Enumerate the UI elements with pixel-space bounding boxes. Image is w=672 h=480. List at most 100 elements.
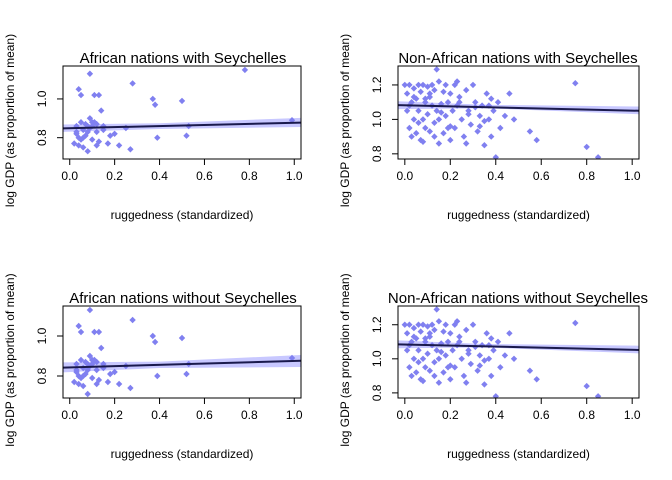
data-point <box>444 364 452 371</box>
data-point <box>456 93 463 101</box>
data-point <box>413 130 420 137</box>
data-point <box>463 86 470 94</box>
data-point <box>100 122 107 130</box>
data-point <box>431 372 438 380</box>
data-point <box>453 78 461 85</box>
data-point <box>526 367 534 374</box>
y-axis-label: log GDP (as proportion of mean) <box>3 273 17 446</box>
data-point <box>93 366 100 374</box>
data-point <box>178 97 186 105</box>
data-point <box>422 124 429 132</box>
data-point <box>467 121 474 128</box>
data-point <box>572 80 579 87</box>
data-point <box>442 81 449 89</box>
data-point <box>467 360 474 368</box>
data-point <box>424 111 431 118</box>
x-tick-label: 0.0 <box>61 408 78 422</box>
x-tick-label: 1.0 <box>286 408 303 422</box>
data-point <box>95 328 103 336</box>
data-point <box>438 348 445 356</box>
plot-frame <box>397 65 640 160</box>
data-point <box>469 321 477 328</box>
data-point <box>84 360 91 368</box>
data-point <box>75 372 82 380</box>
data-point <box>435 355 443 362</box>
plot-area <box>63 306 301 398</box>
data-point <box>417 88 424 95</box>
data-point <box>89 374 96 382</box>
data-point <box>440 88 447 95</box>
data-point <box>444 124 452 132</box>
data-point <box>406 364 413 371</box>
x-tick-label: 0.4 <box>151 169 168 183</box>
y-tick-label: 0.8 <box>35 367 49 384</box>
data-point <box>488 133 495 140</box>
x-tick-label: 1.0 <box>286 169 303 183</box>
panel-non-african-without-seychelles: 0.0 0.2 0.4 0.6 0.8 1.0 0.8 1.0 1.2 Non-African n… <box>338 273 648 461</box>
data-point <box>178 334 186 342</box>
y-tick-label: 1.0 <box>35 90 49 107</box>
data-point <box>84 390 91 398</box>
chart-title: Non-African nations with Seychelles <box>398 50 637 67</box>
data-point <box>510 116 518 123</box>
data-point <box>401 81 408 89</box>
data-point <box>77 356 85 364</box>
data-point <box>73 360 80 368</box>
data-point <box>415 359 422 366</box>
data-point <box>91 91 98 99</box>
data-point <box>488 335 495 342</box>
data-point <box>89 136 96 143</box>
data-point <box>410 116 418 123</box>
data-point <box>410 93 418 101</box>
data-point <box>426 330 433 337</box>
data-point <box>93 128 100 136</box>
data-point <box>472 99 479 106</box>
data-point <box>492 154 499 159</box>
data-point <box>476 112 483 120</box>
data-point <box>183 370 190 378</box>
data-point <box>80 372 87 380</box>
data-point <box>488 372 495 380</box>
data-point <box>154 134 161 141</box>
data-point <box>460 133 468 140</box>
data-point <box>510 355 518 362</box>
y-tick-label: 1.2 <box>370 76 384 93</box>
data-point <box>98 344 105 352</box>
data-point <box>415 347 422 354</box>
data-point <box>403 347 411 354</box>
data-point <box>447 90 454 97</box>
x-axis-label: ruggedness (standardized) <box>111 208 254 222</box>
y-tick-label: 1.0 <box>370 111 384 128</box>
data-point <box>526 128 534 135</box>
x-tick-label: 0.4 <box>487 169 504 183</box>
data-point <box>492 393 499 398</box>
data-point <box>406 124 413 132</box>
data-point <box>401 321 408 328</box>
data-point <box>438 109 445 116</box>
data-point <box>73 128 80 136</box>
data-point <box>127 384 134 392</box>
x-tick-label: 0.8 <box>578 169 595 183</box>
data-point <box>426 367 433 374</box>
data-point <box>422 335 429 342</box>
x-tick-label: 0.6 <box>196 408 213 422</box>
data-point <box>93 380 100 388</box>
data-point <box>458 116 465 123</box>
chart-title: African nations with Seychelles <box>80 50 287 67</box>
data-point <box>419 377 427 385</box>
data-point <box>440 369 447 376</box>
data-point <box>95 376 103 384</box>
data-point <box>440 328 447 335</box>
data-point <box>431 119 438 126</box>
data-point <box>408 133 415 140</box>
data-point <box>463 140 470 147</box>
regression-line <box>398 343 639 351</box>
data-point <box>241 66 249 74</box>
panel-non-african-with-seychelles: 0.0 0.2 0.4 0.6 0.8 1.0 0.8 1.0 1.2 Non-African n… <box>338 34 641 222</box>
data-point <box>497 124 504 132</box>
data-point <box>86 306 94 314</box>
data-point <box>151 338 159 346</box>
data-point <box>506 90 513 97</box>
data-point <box>533 136 540 144</box>
